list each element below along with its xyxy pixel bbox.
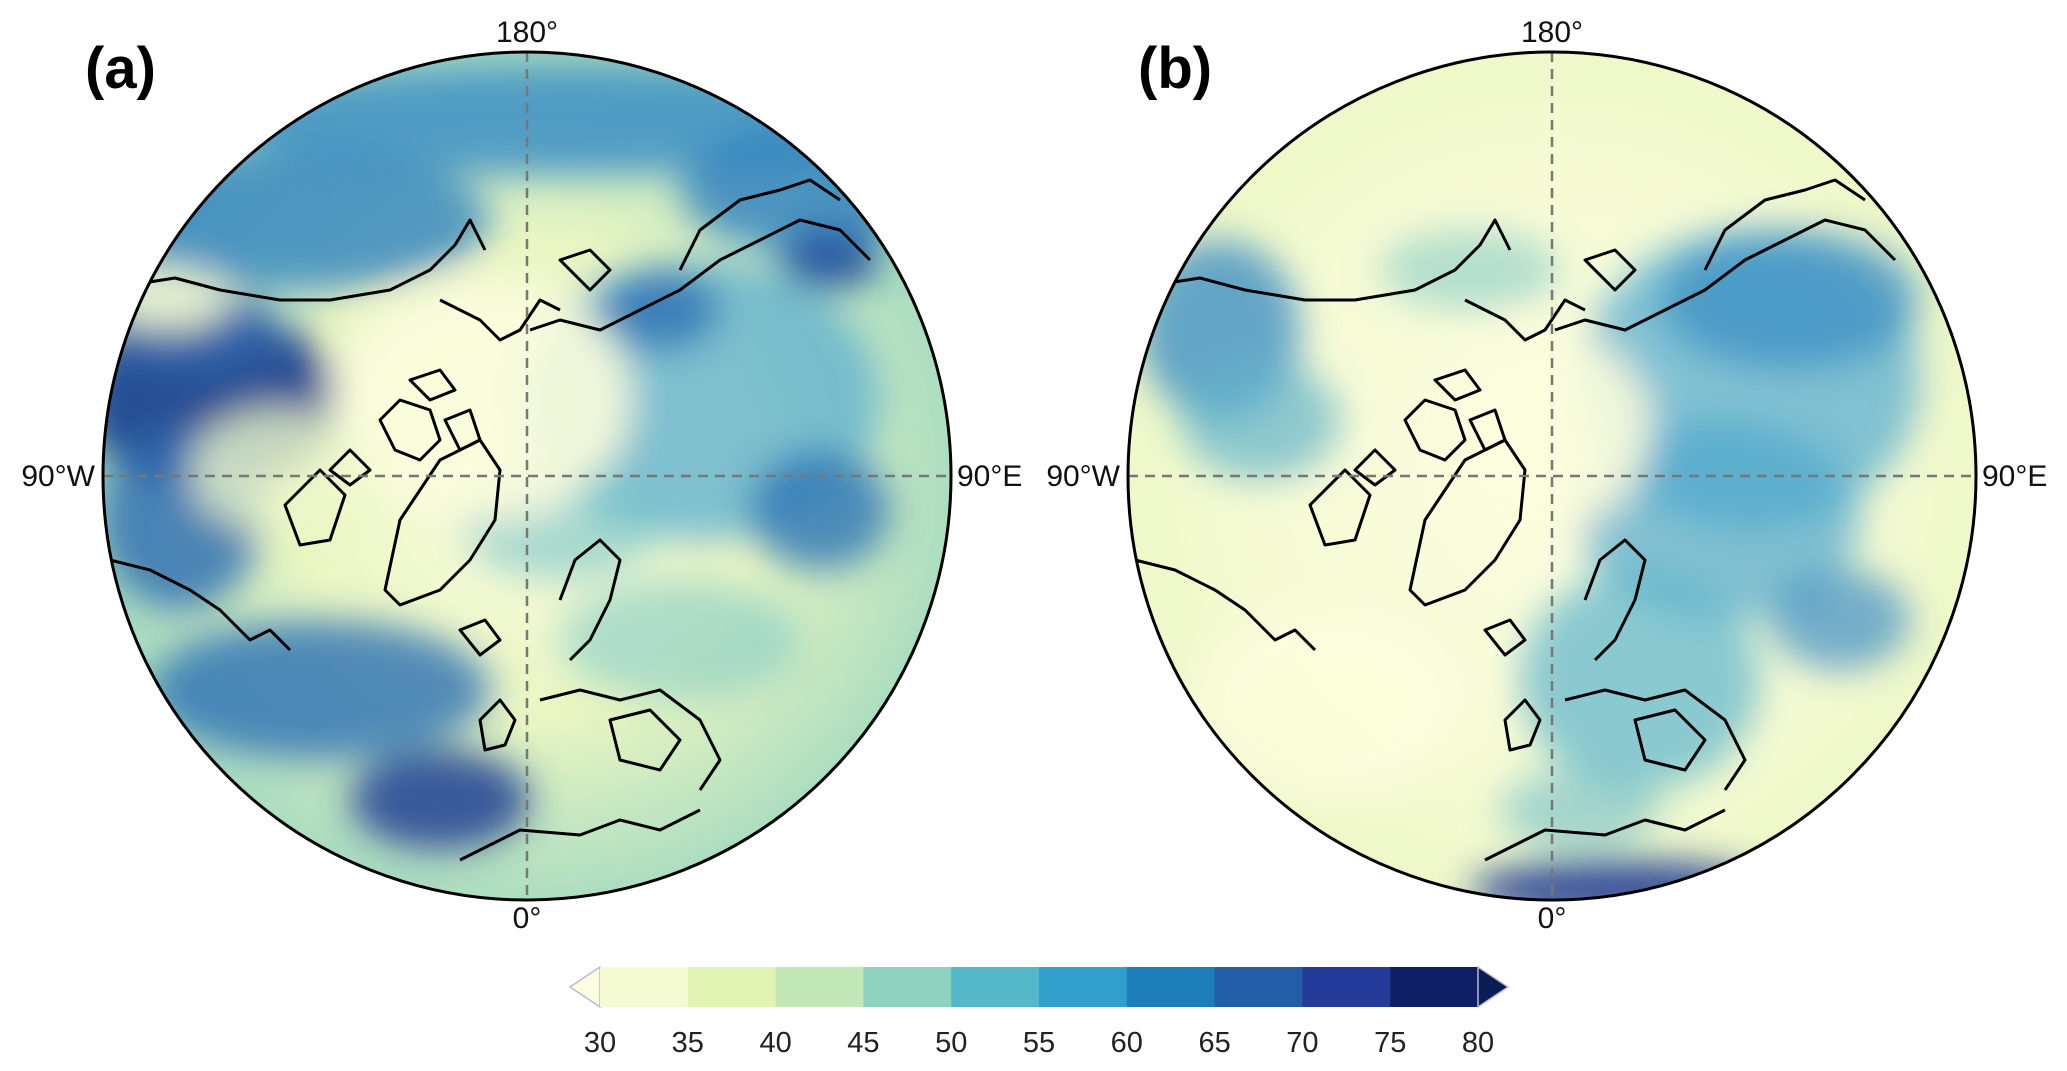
colorbar-tick-label: 70 (1286, 1027, 1318, 1059)
panel-a-border (101, 50, 953, 902)
panel-b-border (1126, 50, 1978, 902)
colorbar-segment (775, 967, 864, 1007)
panel-a-lon-left: 90°W (21, 460, 95, 493)
panel-b-lon-bottom: 0° (1538, 902, 1567, 935)
colorbar-segment (1039, 967, 1128, 1007)
panel-a: (a) 180° 90°W 90°E 0° (21, 16, 1022, 935)
colorbar-segment (600, 967, 689, 1007)
panel-a-lon-top: 180° (496, 16, 558, 49)
colorbar-segment (1214, 967, 1303, 1007)
colorbar-segments (600, 967, 1479, 1007)
colorbar-segment (863, 967, 952, 1007)
colorbar-under-arrow (568, 965, 601, 1009)
colorbar-over-arrow (1477, 965, 1510, 1009)
panel-b-blobs (1140, 230, 1920, 900)
colorbar-tick-label: 45 (847, 1027, 879, 1059)
panel-b-field (1128, 52, 1976, 900)
panel-a-lon-bottom: 0° (513, 902, 542, 935)
colorbar-tick-label: 40 (759, 1027, 791, 1059)
panel-a-lon-right: 90°E (957, 460, 1022, 493)
colorbar-segment (951, 967, 1040, 1007)
colorbar-tick-label: 35 (672, 1027, 704, 1059)
colorbar-segment (1126, 967, 1216, 1007)
panel-a-label: (a) (85, 36, 156, 101)
colorbar: 30 35 40 45 50 55 60 65 70 75 80 (568, 965, 1510, 1059)
panel-b-lon-left: 90°W (1046, 460, 1120, 493)
panel-b-coastlines (1134, 178, 1897, 862)
colorbar-tick-label: 65 (1198, 1027, 1230, 1059)
colorbar-tick-label: 30 (584, 1027, 616, 1059)
colorbar-ticks: 30 35 40 45 50 55 60 65 70 75 80 (584, 1027, 1494, 1059)
colorbar-tick-label: 55 (1023, 1027, 1055, 1059)
colorbar-tick-label: 80 (1462, 1027, 1494, 1059)
panel-a-coastlines (109, 178, 872, 862)
panel-b-lon-top: 180° (1521, 16, 1583, 49)
panel-b-label: (b) (1138, 36, 1212, 101)
colorbar-segment (1302, 967, 1391, 1007)
colorbar-tick-label: 50 (935, 1027, 967, 1059)
colorbar-tick-label: 60 (1111, 1027, 1143, 1059)
panel-b-lon-right: 90°E (1982, 460, 2047, 493)
colorbar-segment (687, 967, 777, 1007)
colorbar-tick-label: 75 (1374, 1027, 1406, 1059)
panel-b: (b) 180° 90°W 90°E 0° (1046, 16, 2047, 935)
colorbar-segment (1390, 967, 1479, 1007)
